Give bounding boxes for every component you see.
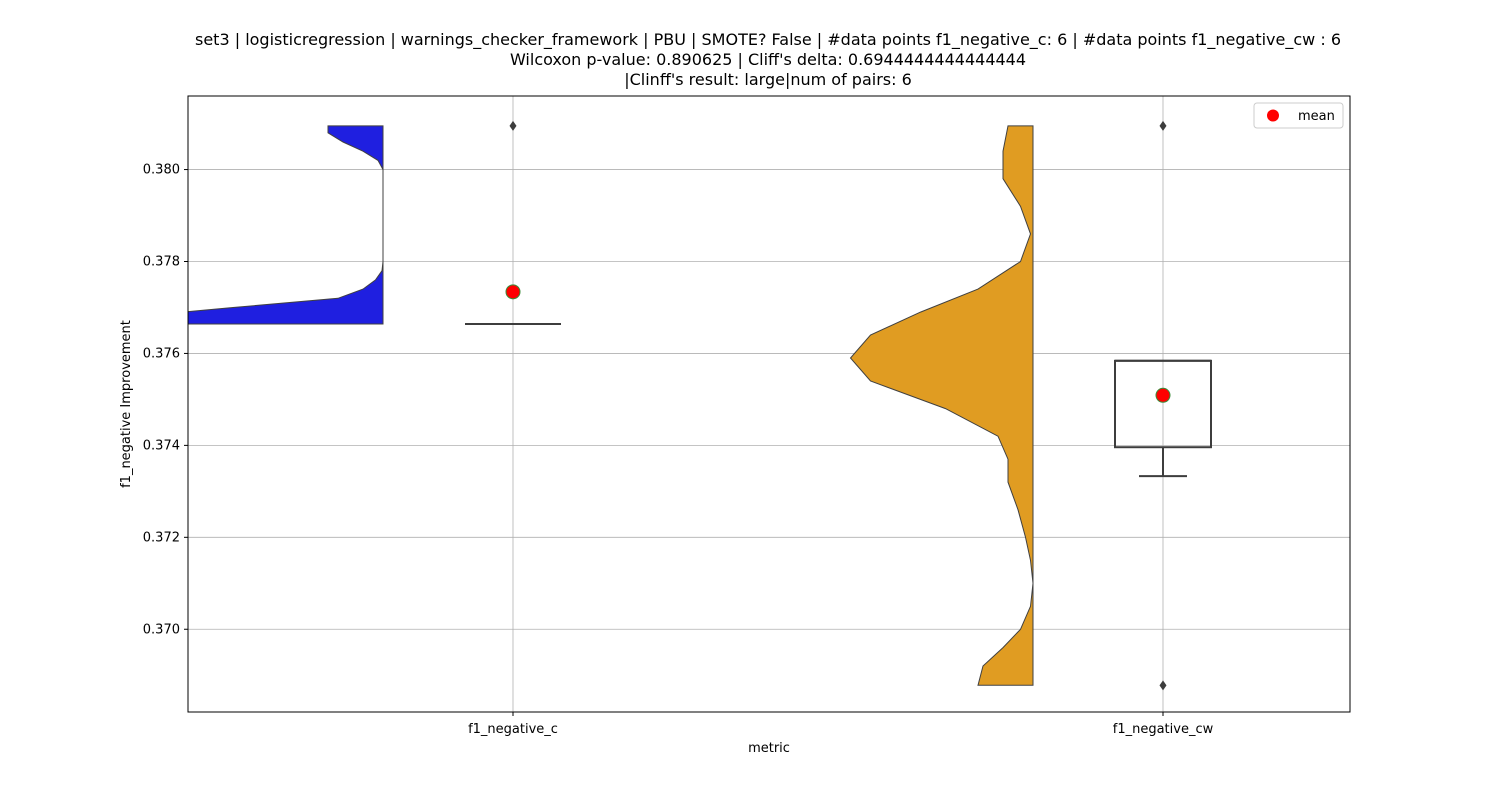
mean-marker-f1_negative_c — [505, 284, 521, 300]
x-axis-label: metric — [748, 741, 790, 756]
violin-f1_negative_cw — [849, 125, 1034, 686]
x-tick-label: f1_negative_cw — [1113, 722, 1214, 737]
legend: mean — [1253, 102, 1344, 129]
y-tick-label: 0.372 — [143, 530, 180, 545]
legend-marker-mean — [1267, 109, 1279, 122]
grid — [188, 96, 1350, 712]
y-tick-label: 0.378 — [143, 254, 180, 269]
chart-title: set3 | logisticregression | warnings_che… — [0, 30, 1500, 90]
plot-frame — [187, 95, 1351, 713]
title-line-1: set3 | logisticregression | warnings_che… — [195, 30, 1341, 49]
axis-ticks: 0.370 0.372 0.374 0.376 0.378 0.380 f1_negativ… — [143, 163, 1214, 737]
legend-label-mean: mean — [1298, 109, 1335, 124]
violin-f1_negative_c — [188, 125, 384, 325]
mean-marker-f1_negative_cw — [1155, 387, 1171, 403]
x-tick-label: f1_negative_c — [468, 722, 558, 737]
y-tick-label: 0.376 — [143, 346, 180, 361]
y-axis-label: f1_negative Improvement — [119, 320, 134, 488]
boxplots — [465, 323, 1212, 478]
legend-box — [1253, 102, 1344, 129]
violins — [188, 125, 1034, 686]
outlier-f1_negative_c — [509, 120, 517, 131]
y-tick-label: 0.370 — [143, 622, 180, 637]
outlier-f1_negative_cw — [1159, 680, 1167, 691]
y-tick-label: 0.374 — [143, 438, 180, 453]
y-tick-label: 0.380 — [143, 163, 180, 178]
title-line-2: Wilcoxon p-value: 0.890625 | Cliff's del… — [509, 50, 1027, 69]
point-marks — [505, 120, 1171, 691]
outlier-f1_negative_cw — [1159, 120, 1167, 131]
title-line-3: |Clinff's result: large|num of pairs: 6 — [624, 70, 912, 89]
